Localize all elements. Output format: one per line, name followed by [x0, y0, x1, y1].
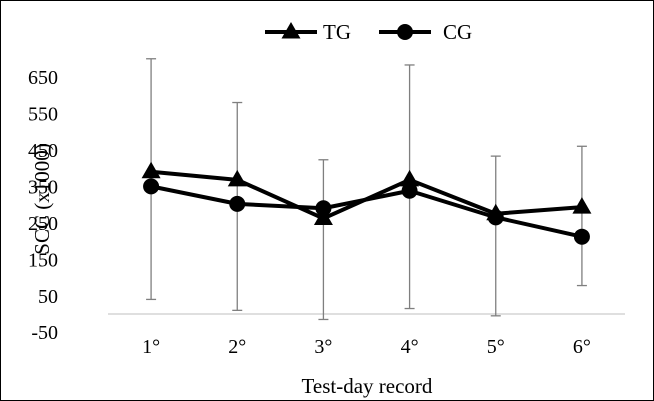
marker-cg	[315, 200, 332, 217]
marker-tg	[227, 169, 247, 187]
y-tick-label: 150	[28, 249, 58, 271]
x-tick-label: 2°	[228, 336, 246, 358]
legend-item-tg: TG	[265, 20, 351, 44]
legend-item-cg: CG	[379, 20, 472, 44]
marker-tg	[400, 169, 420, 187]
error-bar	[318, 159, 329, 321]
x-tick-label: 5°	[487, 336, 505, 358]
y-tick-label: 650	[28, 67, 58, 89]
marker-tg	[572, 197, 592, 214]
legend-marker-tg	[281, 22, 301, 39]
series-lines	[150, 169, 583, 239]
legend-marker-cg	[397, 24, 413, 40]
error-bar	[490, 155, 501, 317]
y-tick-label: 550	[28, 103, 58, 125]
marker-cg	[573, 228, 590, 245]
x-axis-title: Test-day record	[302, 374, 433, 398]
marker-cg	[229, 195, 246, 212]
x-tick-label: 6°	[573, 336, 591, 358]
marker-tg	[313, 208, 333, 225]
y-tick-label: 250	[28, 213, 58, 235]
x-tick-label: 3°	[314, 336, 332, 358]
marker-cg	[143, 178, 160, 195]
x-tick-label: 1°	[142, 336, 160, 358]
y-tick-label: 350	[28, 176, 58, 198]
series-line-cg	[150, 184, 583, 239]
y-tick-label: -50	[31, 322, 58, 344]
y-tick-label: 50	[38, 286, 58, 308]
y-tick-labels: -50 50 150 250 350 450 550 650	[28, 67, 58, 344]
error-bars	[146, 58, 587, 321]
series-line-tg	[150, 169, 583, 221]
x-tick-label: 4°	[401, 336, 419, 358]
marker-tg	[141, 161, 161, 179]
legend-label-tg: TG	[323, 20, 351, 44]
legend-label-cg: CG	[443, 20, 472, 44]
error-bar	[576, 145, 587, 287]
marker-cg	[487, 209, 504, 226]
series-markers	[141, 161, 592, 245]
marker-cg	[401, 182, 418, 199]
y-axis-title: SCC (x1000)	[30, 143, 54, 254]
x-tick-labels: 1° 2° 3° 4° 5° 6°	[142, 336, 591, 358]
legend: TG CG	[265, 20, 472, 44]
y-tick-label: 450	[28, 140, 58, 162]
